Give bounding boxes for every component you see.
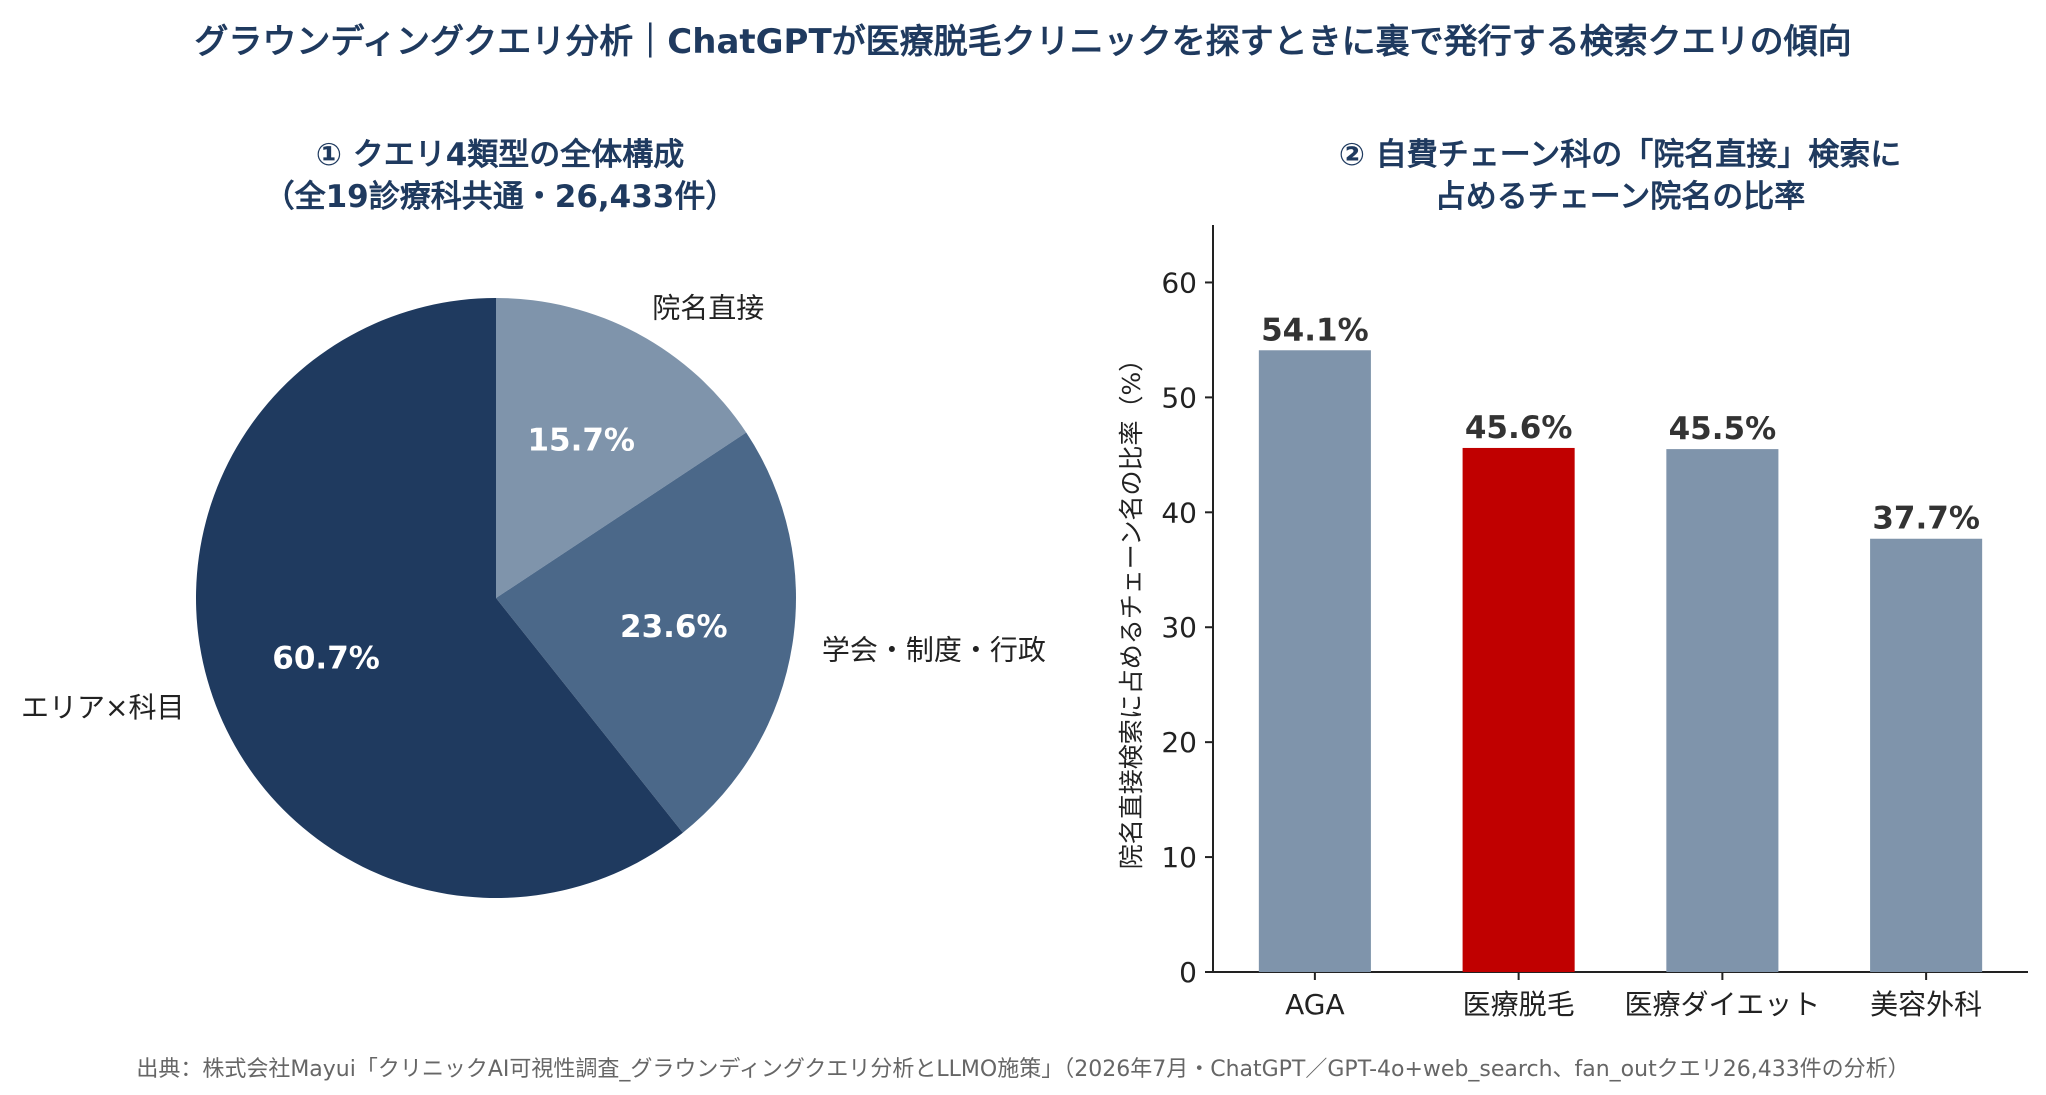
bar-chart-title-line2: 占めるチェーン院名の比率 — [1434, 179, 1806, 215]
bar — [1462, 447, 1575, 972]
x-tick-label: 医療ダイエット — [1625, 988, 1821, 1021]
pie-slice — [496, 432, 796, 833]
y-tick-label: 10 — [1161, 841, 1197, 874]
x-tick-label: 美容外科 — [1870, 988, 1982, 1021]
bar — [1870, 538, 1983, 972]
x-tick-label: AGA — [1285, 988, 1345, 1021]
pie-chart-title: ① クエリ4類型の全体構成 （全19診療科共通・26,433件） — [180, 134, 820, 218]
source-note: 出典：株式会社Mayui「クリニックAI可視性調査_グラウンディングクエリ分析と… — [136, 1057, 1910, 1082]
pie-slice — [496, 298, 747, 598]
pie-slice — [196, 298, 683, 898]
pie-category-label: 院名直接 — [652, 291, 764, 324]
y-tick-label: 40 — [1161, 496, 1197, 529]
pie-value-label: 60.7% — [272, 640, 380, 676]
bar — [1258, 350, 1371, 973]
y-tick-label: 60 — [1161, 266, 1197, 299]
page-title: グラウンディングクエリ分析｜ChatGPTが医療脱毛クリニックを探すときに裏で発… — [194, 22, 1852, 62]
pie-chart-title-line1: ① クエリ4類型の全体構成 — [315, 137, 685, 173]
bar-value-label: 37.7% — [1872, 501, 1980, 537]
pie-value-label: 15.7% — [527, 422, 635, 458]
pie-category-label: 学会・制度・行政 — [822, 634, 1046, 667]
bar — [1666, 449, 1779, 973]
bar-value-label: 45.6% — [1465, 410, 1573, 446]
pie-chart: 15.7% 院名直接 23.6% 学会・制度・行政 60.7% エリア×科目 — [21, 291, 1046, 898]
bar-value-label: 45.5% — [1669, 411, 1777, 447]
bar-chart-title-line1: ② 自費チェーン科の「院名直接」検索に — [1338, 137, 1902, 173]
y-tick-label: 0 — [1179, 956, 1197, 989]
bar-value-label: 54.1% — [1261, 312, 1369, 348]
y-axis-label: 院名直接検索に占めるチェーン名の比率（%） — [1117, 347, 1146, 870]
x-tick-label: 医療脱毛 — [1463, 988, 1575, 1021]
pie-category-label: エリア×科目 — [21, 691, 184, 724]
y-tick-label: 50 — [1161, 381, 1197, 414]
y-tick-label: 30 — [1161, 611, 1197, 644]
pie-value-label: 23.6% — [620, 609, 728, 645]
bar-chart-title: ② 自費チェーン科の「院名直接」検索に 占めるチェーン院名の比率 — [1220, 134, 2020, 218]
pie-chart-title-line2: （全19診療科共通・26,433件） — [263, 179, 737, 215]
y-tick-label: 20 — [1161, 726, 1197, 759]
